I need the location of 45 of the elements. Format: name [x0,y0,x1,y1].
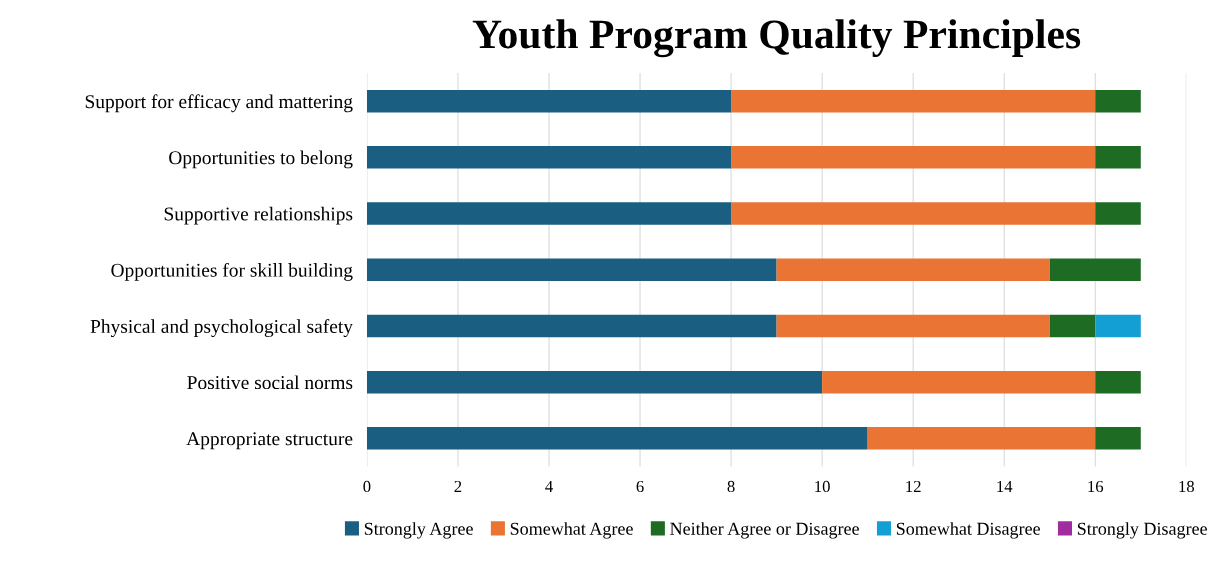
bar [1095,202,1141,225]
bar [366,258,777,281]
bar [1095,314,1141,338]
x-tick-label: 18 [1179,480,1195,493]
x-tick-label: 14 [997,480,1013,492]
bar [366,370,823,394]
x-tick-label: 8 [727,480,735,493]
y-tick-label: Opportunities to belong [169,150,353,169]
x-tick-label: 6 [636,480,644,493]
x-tick-label: 2 [454,480,462,492]
bar [731,89,1096,113]
bar [366,314,777,338]
y-tick-label: Support for efficacy and mattering [85,94,353,113]
bar [366,146,732,169]
bar [1049,314,1096,338]
y-tick-label: Appropriate structure [186,432,353,450]
bar [366,427,868,450]
bar [1095,146,1141,169]
x-tick-label: 4 [545,480,553,492]
bar [731,146,1096,169]
y-tick-label: Physical and psychological safety [90,319,353,337]
bar [1049,258,1141,281]
bar [366,202,732,225]
bar [1095,427,1141,450]
bar [867,427,1096,450]
legend-label: Somewhat Agree [510,522,633,539]
legend-label: Neither Agree or Disagree [670,522,859,539]
bar [366,89,732,113]
x-tick-label: 12 [906,480,921,492]
y-tick-label: Positive social norms [187,375,353,390]
legend-label: Strongly Agree [364,522,473,539]
y-tick-label: Opportunities for skill building [111,262,353,281]
bar [731,202,1096,225]
bar [1095,89,1141,113]
legend-label: Strongly Disagree [1077,522,1207,539]
x-tick-label: 16 [1088,480,1104,493]
chart-title: Youth Program Quality Principles [472,19,1081,58]
x-tick-label: 10 [815,480,830,493]
y-tick-label: Supportive relationships [164,206,353,225]
bar [776,314,1050,338]
bar [776,258,1050,281]
bar [1095,370,1141,394]
bar [822,370,1096,394]
legend-label: Somewhat Disagree [896,522,1040,539]
x-tick-label: 0 [363,480,371,493]
